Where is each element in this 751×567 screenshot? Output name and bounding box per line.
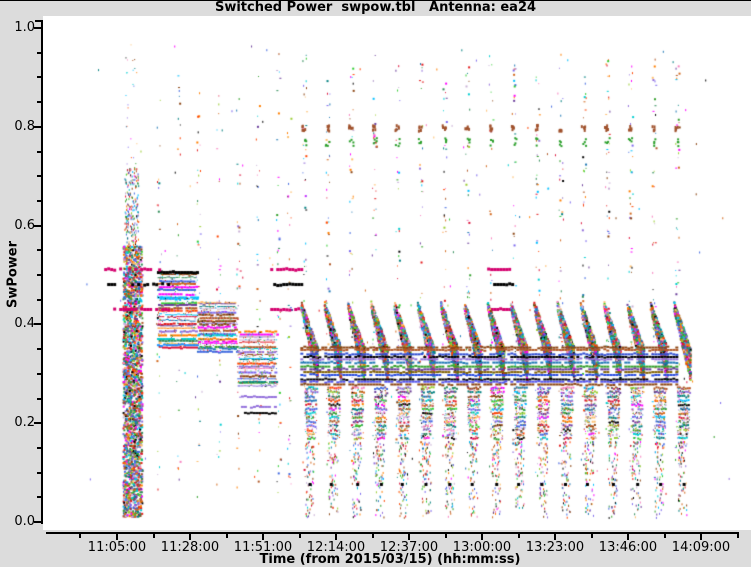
- x-minor-tick: [517, 532, 520, 538]
- y-tick-label: 0.4: [14, 316, 35, 332]
- y-minor-tick: [37, 76, 42, 79]
- x-minor-tick: [152, 532, 155, 538]
- y-tick-label: 0.2: [14, 415, 35, 431]
- y-minor-tick: [37, 372, 42, 375]
- y-major-tick: [34, 422, 42, 425]
- y-major-tick: [34, 27, 42, 29]
- y-axis-spine: [41, 20, 43, 524]
- y-minor-tick: [37, 397, 42, 400]
- x-axis-title: Time (from 2015/03/15) (hh:mm:ss): [259, 552, 521, 567]
- x-minor-tick: [590, 532, 593, 538]
- x-major-tick: [335, 532, 337, 540]
- y-minor-tick: [37, 101, 42, 104]
- y-minor-tick: [37, 446, 42, 449]
- x-major-tick: [116, 532, 118, 540]
- y-major-tick: [34, 224, 42, 227]
- y-minor-tick: [37, 150, 42, 153]
- x-major-tick: [189, 532, 191, 540]
- y-major-tick: [34, 521, 42, 523]
- y-axis-cap: [35, 20, 42, 22]
- y-tick-label: 0.8: [14, 118, 35, 134]
- x-tick-label: 13:00:00: [452, 540, 512, 555]
- x-major-tick: [627, 532, 629, 540]
- x-tick-label: 11:05:00: [87, 540, 147, 555]
- x-major-tick: [262, 532, 264, 540]
- y-minor-tick: [37, 471, 42, 474]
- x-tick-label: 11:51:00: [233, 540, 293, 555]
- x-tick-label: 14:09:00: [671, 540, 731, 555]
- x-minor-tick: [663, 532, 666, 538]
- y-minor-tick: [37, 175, 42, 178]
- x-major-tick: [408, 532, 410, 540]
- x-major-tick: [481, 532, 483, 540]
- x-major-tick: [700, 532, 702, 540]
- x-axis-spine: [46, 532, 739, 534]
- x-tick-label: 13:46:00: [598, 540, 658, 555]
- x-tick-label: 12:14:00: [306, 540, 366, 555]
- y-minor-tick: [37, 199, 42, 202]
- y-minor-tick: [37, 51, 42, 54]
- y-major-tick: [34, 125, 42, 128]
- x-minor-tick: [444, 532, 447, 538]
- y-tick-label: 0.0: [14, 514, 35, 529]
- y-minor-tick: [37, 348, 42, 351]
- x-minor-tick: [371, 532, 374, 538]
- x-minor-tick: [79, 532, 82, 538]
- y-minor-tick: [37, 274, 42, 276]
- x-tick-label: 13:23:00: [525, 540, 585, 555]
- y-tick-label: 1.0: [14, 20, 35, 35]
- x-tick-label: 11:28:00: [160, 540, 220, 555]
- x-minor-tick: [225, 532, 228, 538]
- y-major-tick: [34, 323, 42, 326]
- x-tick-label: 12:37:00: [379, 540, 439, 555]
- y-axis-title: SwPower: [5, 240, 21, 309]
- x-major-tick: [554, 532, 556, 540]
- y-minor-tick: [37, 249, 42, 252]
- y-minor-tick: [37, 298, 42, 301]
- y-tick-label: 0.6: [14, 217, 35, 233]
- x-minor-tick: [736, 532, 739, 538]
- y-minor-tick: [37, 496, 42, 499]
- x-minor-tick: [298, 532, 301, 538]
